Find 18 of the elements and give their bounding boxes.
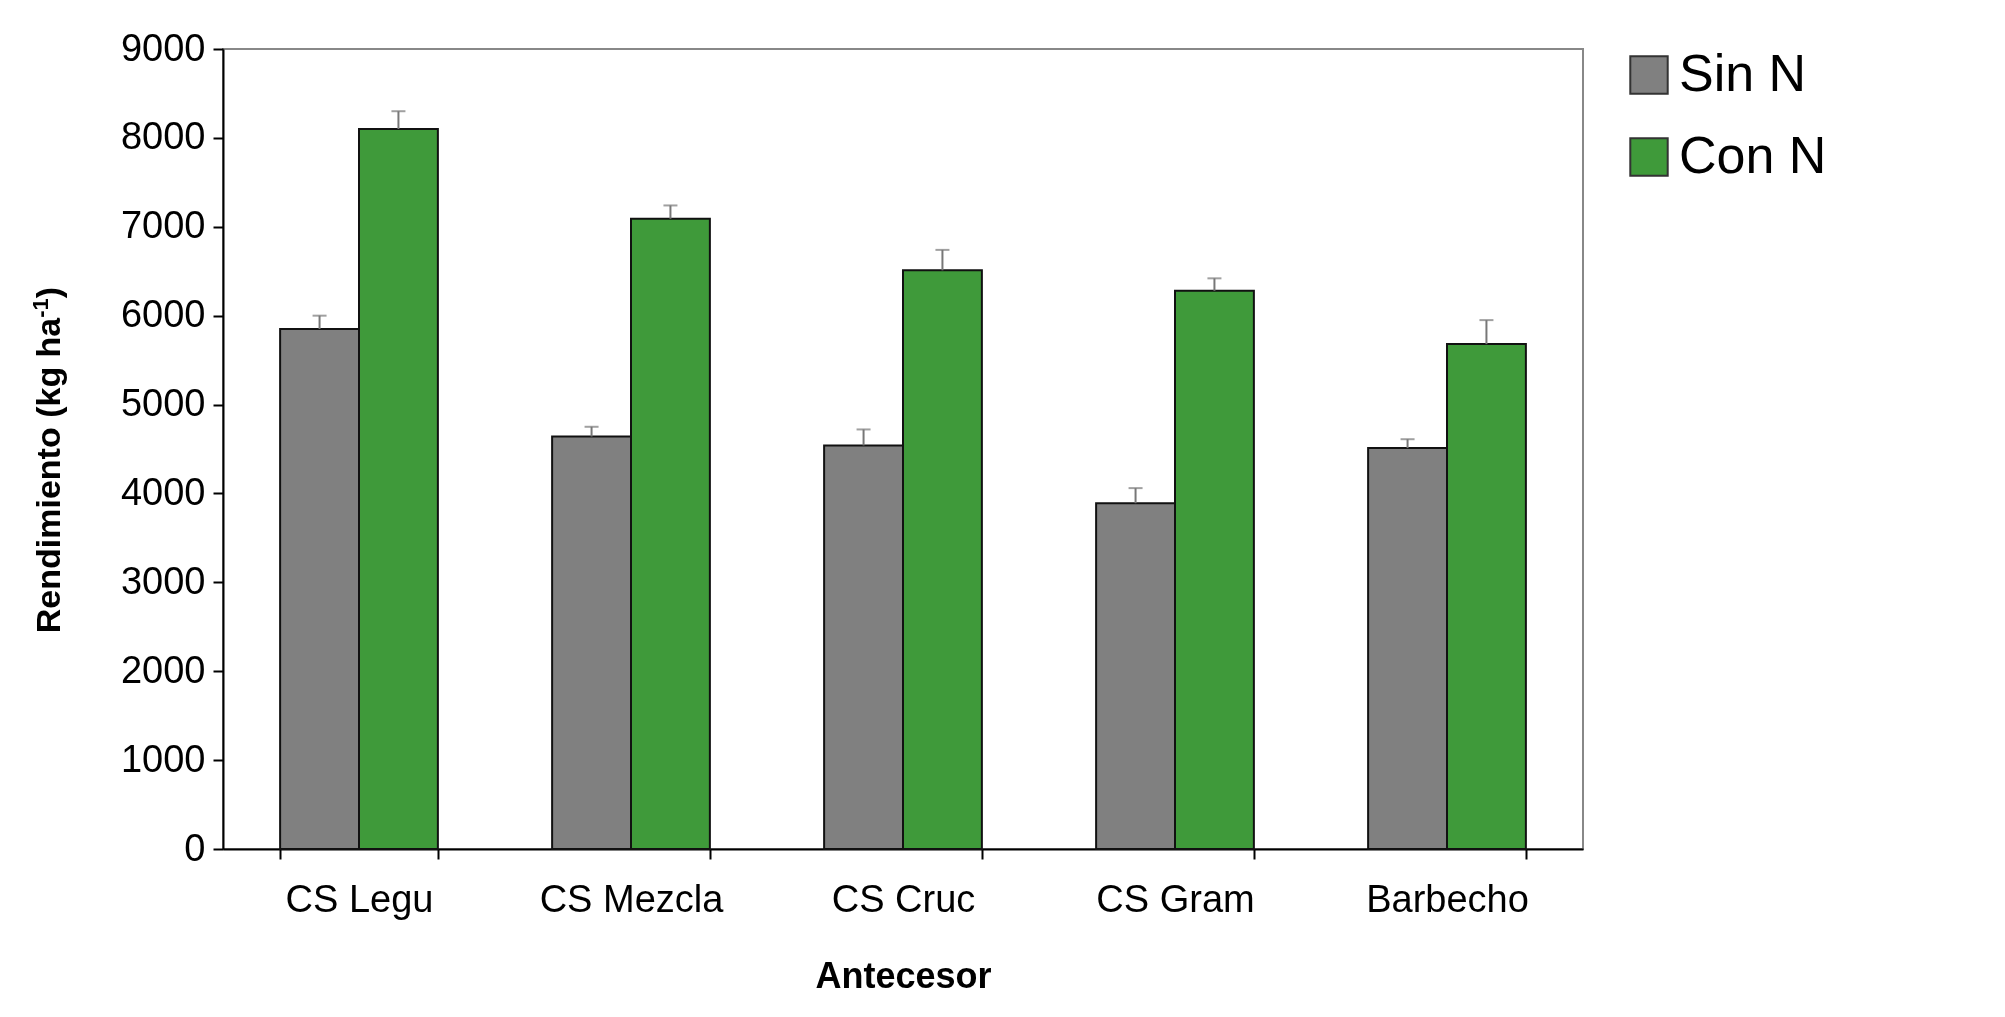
y-tick-label: 5000 [120, 382, 206, 425]
legend-label: Con N [1679, 126, 1827, 184]
x-tick-label: CS Gram [1096, 877, 1255, 920]
y-tick-label: 6000 [120, 293, 206, 336]
x-axis-title: Antecesor [815, 954, 992, 996]
x-tick-label: CS Cruc [831, 877, 976, 920]
x-tick-label: Barbecho [1366, 877, 1529, 920]
y-tick-label: 9000 [120, 26, 206, 69]
legend-label: Sin N [1679, 44, 1807, 102]
y-tick-label: 7000 [120, 204, 206, 247]
y-tick-label: 4000 [120, 470, 206, 513]
x-tick-label: CS Legu [285, 877, 434, 920]
y-tick-label: 3000 [120, 559, 206, 602]
y-tick-label: 0 [184, 826, 206, 869]
x-tick-label: CS Mezcla [539, 877, 725, 920]
y-tick-label: 2000 [120, 648, 206, 691]
y-tick-label: 1000 [120, 737, 206, 780]
y-tick-label: 8000 [120, 115, 206, 158]
